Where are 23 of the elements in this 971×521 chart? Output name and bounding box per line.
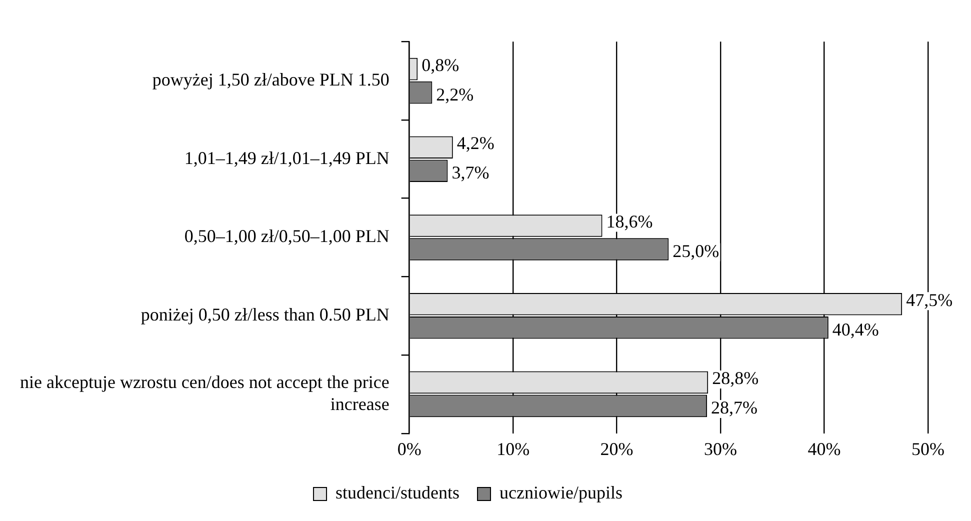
legend-label: uczniowie/pupils (500, 482, 622, 503)
data-label: 47,5% (906, 290, 953, 310)
data-label: 40,4% (832, 319, 879, 340)
data-label: 28,7% (711, 398, 758, 418)
y-tick-label: 0,50–1,00 zł/0,50–1,00 PLN (184, 226, 390, 246)
x-tick-label: 10% (496, 438, 530, 459)
y-tick-label: poniżej 0,50 zł/less than 0.50 PLN (140, 304, 390, 325)
data-label: 4,2% (456, 133, 494, 154)
data-label: 28,8% (712, 368, 759, 388)
y-tick-label: powyżej 1,50 zł/above PLN 1.50 (152, 70, 390, 90)
data-label: 18,6% (606, 211, 653, 232)
y-tick-label: nie akceptuje wzrostu cen/does not accept the price increase (20, 372, 390, 414)
x-tick-label: 50% (912, 438, 944, 459)
data-label: 3,7% (452, 162, 490, 183)
x-tick-label: 40% (808, 438, 841, 459)
legend-label: studenci/students (336, 482, 460, 503)
x-tick-label: 20% (600, 438, 634, 459)
data-label: 25,0% (672, 240, 720, 261)
data-label: 0,8% (422, 54, 460, 75)
data-label: 2,2% (436, 84, 474, 104)
y-tick-label: 1,01–1,49 zł/1,01–1,49 PLN (184, 148, 390, 168)
x-tick-label: 30% (704, 438, 738, 459)
x-tick-label: 0% (397, 438, 422, 459)
